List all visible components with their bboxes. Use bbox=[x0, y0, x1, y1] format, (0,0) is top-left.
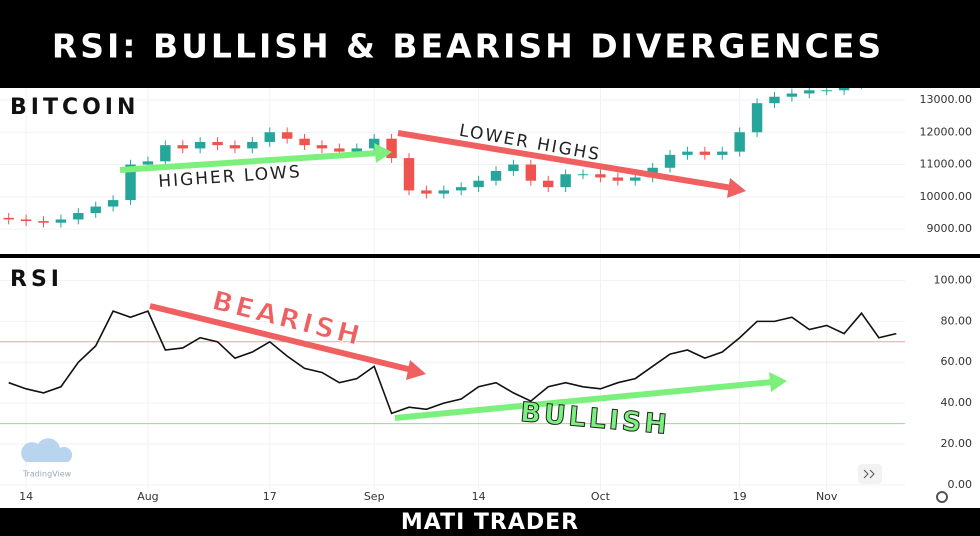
candle-body bbox=[490, 171, 502, 181]
candle-body bbox=[438, 190, 450, 194]
candle-body bbox=[281, 132, 293, 139]
candle-body bbox=[90, 206, 101, 214]
scroll-icon bbox=[863, 469, 875, 479]
candle-body bbox=[107, 200, 119, 207]
candle-body bbox=[229, 145, 241, 149]
x-tick-label: Sep bbox=[364, 490, 385, 503]
x-tick-label: 14 bbox=[19, 490, 33, 503]
candle-body bbox=[786, 93, 798, 97]
x-tick-label: 14 bbox=[472, 490, 486, 503]
candle-body bbox=[455, 187, 467, 191]
candle-body bbox=[247, 141, 258, 149]
settings-icon[interactable] bbox=[936, 491, 948, 503]
candle-body bbox=[20, 219, 32, 222]
footer: MATI TRADER bbox=[401, 510, 579, 535]
annotation: BULLISH bbox=[519, 397, 671, 441]
x-tick-label: 19 bbox=[733, 490, 747, 503]
panel-separator bbox=[0, 254, 980, 258]
candle-body bbox=[264, 132, 275, 142]
title: RSI: BULLISH & BEARISH DIVERGENCES bbox=[52, 27, 884, 66]
arrow bbox=[119, 150, 379, 173]
candle-body bbox=[577, 174, 589, 176]
x-tick-label: Aug bbox=[137, 490, 158, 503]
y-tick-label: 0.00 bbox=[948, 478, 973, 491]
candle-body bbox=[821, 90, 832, 92]
arrowhead bbox=[374, 143, 392, 163]
y-tick-label: 40.00 bbox=[941, 396, 973, 409]
y-tick-label: 13000.00 bbox=[920, 93, 973, 106]
y-tick-label: 100.00 bbox=[934, 273, 973, 286]
footer-bar bbox=[0, 508, 980, 536]
candle-body bbox=[421, 190, 432, 194]
candle-body bbox=[508, 164, 519, 172]
candle-body bbox=[177, 145, 188, 149]
candle-body bbox=[595, 174, 606, 178]
logo-icon bbox=[21, 438, 73, 462]
y-tick-label: 9000.00 bbox=[927, 222, 973, 235]
logo: TradingView bbox=[21, 438, 73, 479]
candle-body bbox=[73, 213, 84, 220]
candle-body bbox=[299, 138, 310, 146]
y-tick-label: 11000.00 bbox=[920, 158, 973, 171]
candle-body bbox=[386, 138, 397, 159]
rsi-panel bbox=[0, 258, 905, 490]
candle-body bbox=[351, 148, 362, 152]
candle-body bbox=[142, 161, 154, 165]
title-bar bbox=[0, 0, 980, 88]
candle-body bbox=[717, 151, 728, 155]
price-panel bbox=[0, 88, 905, 255]
arrow bbox=[397, 130, 733, 191]
x-tick-label: 17 bbox=[263, 490, 277, 503]
scroll-button[interactable] bbox=[858, 464, 882, 484]
arrow bbox=[149, 303, 413, 373]
candle-body bbox=[612, 177, 624, 181]
candle-body bbox=[682, 151, 693, 155]
candle-body bbox=[769, 96, 780, 104]
y-tick-label: 20.00 bbox=[941, 437, 973, 450]
candle-body bbox=[525, 164, 537, 181]
candle-body bbox=[3, 217, 14, 220]
x-tick-label: Nov bbox=[816, 490, 838, 503]
candle-body bbox=[664, 154, 676, 168]
arrow bbox=[394, 379, 773, 421]
arrowhead bbox=[769, 372, 787, 392]
candle-body bbox=[160, 145, 171, 162]
y-tick-label: 80.00 bbox=[941, 314, 973, 327]
annotation: LOWER HIGHS bbox=[458, 121, 603, 166]
candle-body bbox=[734, 132, 745, 152]
y-tick-label: 10000.00 bbox=[920, 190, 973, 203]
candle-body bbox=[543, 180, 554, 188]
axes: 9000.00 10000.00 11000.00 12000.00 13000.00 0… bbox=[19, 93, 972, 503]
candle-body bbox=[38, 221, 49, 223]
candle-body bbox=[194, 141, 206, 149]
candle-body bbox=[473, 180, 484, 188]
candle-body bbox=[403, 158, 415, 191]
watermark: TradingView bbox=[22, 470, 72, 479]
annotation-arrows bbox=[119, 130, 787, 421]
candle-body bbox=[316, 145, 328, 149]
candle-body bbox=[804, 90, 815, 94]
candle-body bbox=[838, 88, 850, 91]
candle-body bbox=[125, 164, 136, 201]
candle-body bbox=[630, 177, 641, 181]
candle-body bbox=[560, 174, 571, 188]
panel-label: RSI bbox=[10, 267, 63, 292]
candle-body bbox=[55, 219, 67, 223]
candle-body bbox=[212, 141, 223, 146]
rsi-line bbox=[8, 310, 897, 415]
y-tick-label: 12000.00 bbox=[920, 125, 973, 138]
x-tick-label: Oct bbox=[591, 490, 611, 503]
arrowhead bbox=[406, 360, 426, 380]
candle-body bbox=[699, 151, 711, 155]
y-tick-label: 60.00 bbox=[941, 355, 973, 368]
panel-label: BITCOIN bbox=[10, 95, 139, 120]
candle-body bbox=[334, 148, 345, 152]
arrowhead bbox=[727, 178, 746, 198]
candle-body bbox=[751, 103, 763, 133]
